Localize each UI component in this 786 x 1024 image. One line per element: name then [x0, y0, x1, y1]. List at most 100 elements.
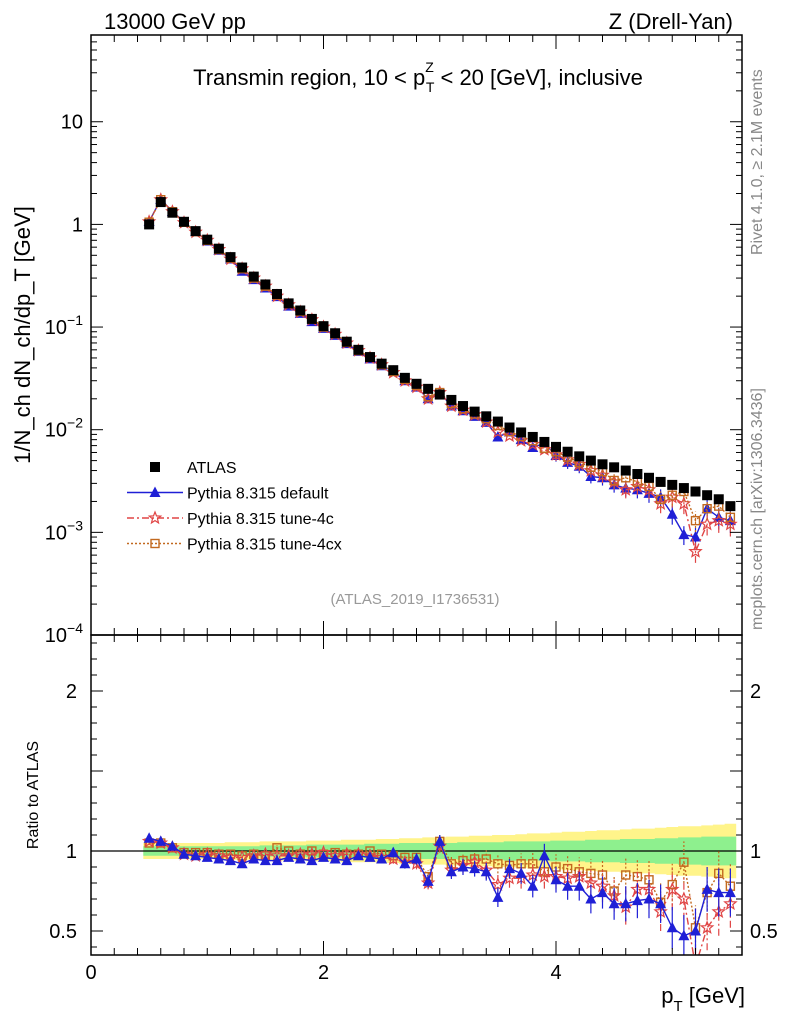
ratio-point — [411, 853, 422, 864]
ratio-y-label: Ratio to ATLAS — [25, 741, 42, 849]
ratio-point — [155, 835, 167, 846]
main-point — [202, 234, 213, 245]
ratio-point — [376, 853, 388, 864]
main-point — [388, 365, 399, 376]
main-point — [597, 459, 608, 470]
main-point — [551, 441, 561, 452]
main-point — [423, 383, 434, 394]
ratio-point — [190, 849, 202, 861]
ratio-point — [166, 840, 178, 851]
main-point — [295, 305, 306, 316]
ratio-point — [621, 870, 631, 880]
ratio-frame — [90, 634, 743, 956]
ratio-point — [493, 859, 503, 869]
ratio-panel: 0 2 4 0.5 0.5 1 1 2 2 — [49, 634, 778, 984]
ratio-point — [573, 880, 585, 891]
ratio-point — [643, 893, 655, 904]
ratio-series-group — [141, 832, 738, 971]
x-tick-label: 4 — [550, 962, 561, 984]
main-point — [609, 462, 620, 473]
main-point — [609, 475, 619, 486]
main-point — [155, 197, 166, 208]
main-point — [306, 313, 317, 324]
main-point — [699, 516, 715, 531]
main-y-tick-label: 10−4 — [45, 620, 83, 647]
main-point — [690, 486, 701, 497]
main-point — [539, 436, 550, 447]
ratio-y-tick-label-right: 0.5 — [750, 921, 778, 943]
ratio-point — [225, 854, 236, 866]
ratio-point — [480, 865, 492, 877]
main-point — [713, 494, 724, 505]
main-point — [562, 446, 573, 457]
main-point — [618, 482, 634, 496]
main-y-tick-label: 10−2 — [45, 415, 83, 442]
ratio-point — [690, 960, 701, 971]
rivet-credit: Rivet 4.1.0, ≥ 2.1M events — [749, 69, 766, 255]
main-title: Transmin region, 10 < pZ T < 20 [GeV], in… — [193, 59, 643, 95]
ratio-point — [490, 876, 506, 891]
ratio-point — [713, 886, 725, 898]
legend-label: Pythia 8.315 tune-4cx — [187, 537, 342, 554]
ratio-point — [143, 832, 155, 843]
main-point — [725, 501, 736, 512]
ratio-point — [272, 843, 282, 853]
ratio-point — [306, 854, 318, 866]
ratio-point — [690, 925, 701, 936]
main-point — [144, 219, 155, 230]
legend-label: ATLAS — [187, 460, 237, 477]
ratio-point — [502, 870, 517, 885]
main-y-tick-label: 10−1 — [45, 312, 83, 339]
main-point — [711, 513, 727, 527]
main-point — [376, 358, 387, 369]
legend-item: ATLAS — [150, 460, 237, 477]
ratio-point — [271, 854, 283, 866]
main-point — [504, 422, 515, 433]
legend-marker — [147, 510, 163, 525]
main-point — [434, 389, 445, 400]
ratio-point — [562, 880, 574, 891]
main-point — [446, 394, 457, 405]
ratio-point — [699, 920, 715, 935]
main-point — [213, 243, 224, 254]
ratio-y-tick-label-right: 2 — [750, 681, 761, 703]
main-point — [481, 411, 492, 422]
main-point — [527, 431, 538, 442]
ratio-point — [422, 875, 434, 886]
legend-marker — [150, 462, 160, 472]
ratio-point — [259, 854, 271, 866]
ratio-point — [515, 867, 527, 878]
ratio-point — [213, 853, 225, 864]
ratio-point — [597, 886, 608, 898]
ratio-point — [701, 883, 713, 894]
main-y-label: 1/N_ch dN_ch/dp_T [GeV] — [10, 206, 35, 464]
ratio-point — [294, 853, 306, 864]
main-point — [620, 465, 631, 476]
main-point — [678, 528, 690, 540]
ratio-point — [679, 857, 689, 867]
main-y-tick-label: 10−3 — [45, 517, 83, 544]
ratio-point — [492, 891, 504, 902]
ratio-point — [352, 849, 364, 861]
main-point — [723, 516, 738, 531]
main-point — [365, 352, 375, 363]
main-point — [167, 207, 178, 218]
ratio-point — [318, 851, 329, 862]
ratio-point — [434, 835, 446, 846]
main-point — [666, 508, 678, 519]
main-point — [248, 271, 259, 282]
legend-marker — [150, 538, 160, 549]
main-point — [725, 512, 736, 523]
ratio-point — [678, 929, 690, 941]
ratio-point — [676, 891, 692, 906]
main-point — [644, 472, 654, 483]
main-point — [655, 494, 666, 504]
ratio-y-tick-label: 1 — [66, 841, 77, 863]
main-point — [655, 476, 666, 487]
main-point — [585, 455, 596, 466]
main-series-atlas — [144, 197, 736, 512]
main-point — [632, 469, 643, 480]
ratio-point — [178, 848, 190, 859]
ratio-point — [666, 921, 678, 933]
